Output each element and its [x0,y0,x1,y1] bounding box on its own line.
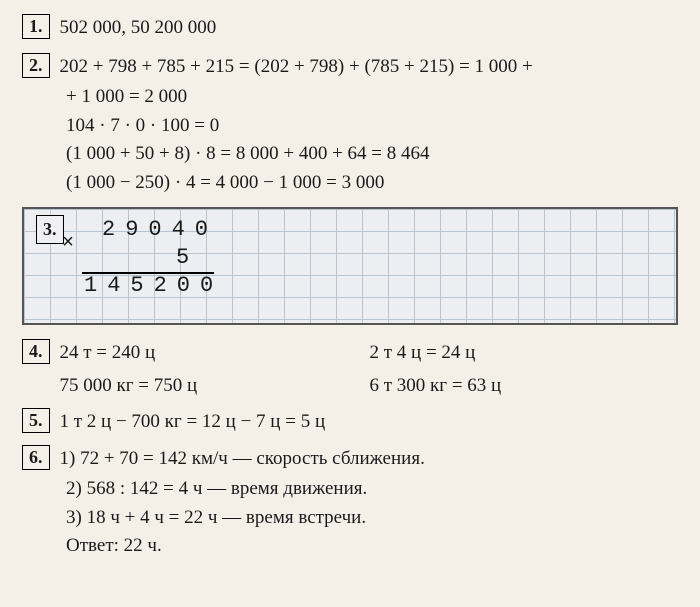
multiply-sign: × [62,233,74,255]
problem-2-line-4: (1 000 + 50 + 8) · 8 = 8 000 + 400 + 64 … [22,140,678,169]
p4-b2: 6 т 300 кг = 63 ц [370,372,679,401]
problem-2-line-3: 104 · 7 · 0 · 100 = 0 [22,112,678,141]
problem-6: 6. 1) 72 + 70 = 142 км/ч — скорость сбли… [22,445,678,474]
problem-2-line-5: (1 000 − 250) · 4 = 4 000 − 1 000 = 3 00… [22,169,678,198]
problem-6-answer: Ответ: 22 ч. [22,532,678,561]
problem-6-line-2: 2) 568 : 142 = 4 ч — время движения. [22,475,678,504]
problem-6-line-1: 1) 72 + 70 = 142 км/ч — скорость сближен… [60,445,679,474]
problem-1: 1. 502 000, 50 200 000 [22,14,678,43]
problem-2-line-1: 202 + 798 + 785 + 215 = (202 + 798) + (7… [60,53,679,82]
p4-b1: 2 т 4 ц = 24 ц [370,339,679,368]
problem-number-3: 3. [36,215,64,244]
problem-2-line-2: + 1 000 = 2 000 [22,83,678,112]
problem-6-line-3: 3) 18 ч + 4 ч = 22 ч — время встречи. [22,504,678,533]
problem-5: 5. 1 т 2 ц − 700 кг = 12 ц − 7 ц = 5 ц [22,408,678,437]
problem-3-grid: 3. × 29040 5 145200 [22,207,678,325]
problem-number-1: 1. [22,14,50,39]
page: 1. 502 000, 50 200 000 2. 202 + 798 + 78… [0,0,700,575]
problem-number-2: 2. [22,53,50,78]
problem-2: 2. 202 + 798 + 785 + 215 = (202 + 798) +… [22,53,678,82]
problem-number-4: 4. [22,339,50,364]
p4-a2: 75 000 кг = 750 ц [60,372,370,401]
problem-1-text: 502 000, 50 200 000 [60,14,679,43]
problem-number-5: 5. [22,408,50,433]
product: 145200 [84,275,223,297]
problem-number-6: 6. [22,445,50,470]
problem-5-text: 1 т 2 ц − 700 кг = 12 ц − 7 ц = 5 ц [60,408,679,437]
problem-4: 4. 24 т = 240 ц 75 000 кг = 750 ц 2 т 4 … [22,339,678,400]
multiplier: 5 [176,247,199,269]
multiplicand: 29040 [102,219,218,241]
p4-a1: 24 т = 240 ц [60,339,370,368]
